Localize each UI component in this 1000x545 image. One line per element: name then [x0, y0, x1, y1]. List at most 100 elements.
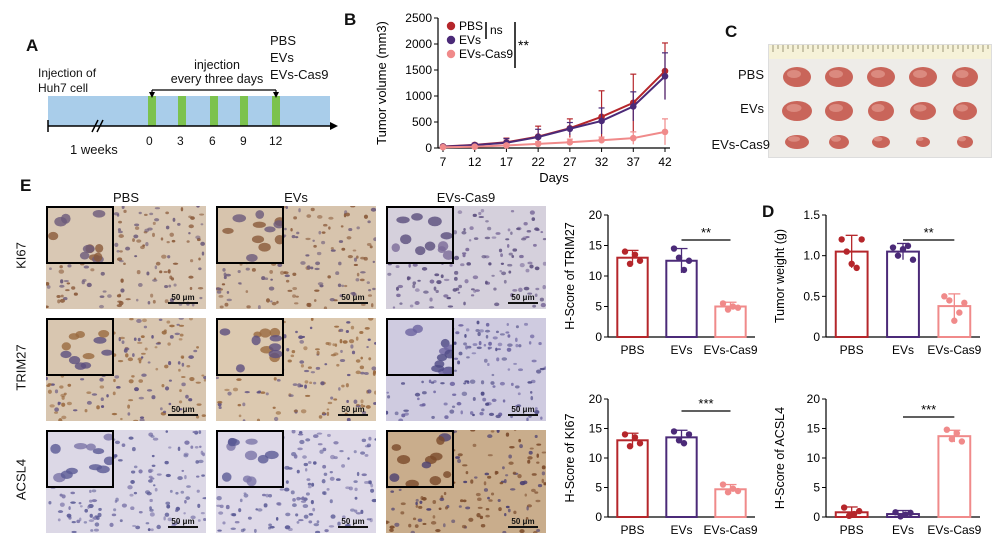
nucleus: [164, 364, 169, 369]
nucleus: [496, 430, 500, 433]
nucleus: [292, 294, 297, 298]
y-tick-label: 1.5: [803, 208, 820, 222]
nucleus: [102, 290, 107, 293]
nucleus: [172, 262, 179, 265]
nucleus: [484, 236, 491, 240]
huh7-label-line2: Huh7 cell: [38, 81, 89, 95]
nucleus: [307, 482, 312, 486]
nucleus: [370, 483, 374, 488]
nucleus: [469, 226, 474, 230]
nucleus: [236, 378, 242, 382]
nucleus: [199, 296, 203, 300]
nucleus: [495, 347, 498, 352]
nucleus: [321, 479, 326, 484]
data-point: [680, 440, 688, 447]
nucleus: [497, 499, 501, 503]
nucleus: [541, 478, 545, 484]
nucleus: [336, 363, 340, 367]
nucleus: [329, 298, 335, 302]
nucleus: [133, 491, 138, 495]
nucleus: [134, 226, 140, 230]
nucleus: [65, 289, 70, 292]
nucleus: [284, 487, 290, 492]
inset-nucleus: [219, 328, 231, 336]
nucleus: [367, 294, 373, 297]
nucleus: [328, 226, 331, 230]
nucleus: [470, 288, 475, 291]
tumor-highlight: [913, 104, 927, 112]
nucleus: [295, 513, 299, 517]
y-axis-label: Tumor weight (g): [773, 229, 787, 323]
nucleus: [138, 396, 145, 400]
nucleus: [195, 381, 201, 384]
data-point: [626, 260, 634, 267]
nucleus: [149, 506, 152, 510]
x-tick-label: 17: [500, 155, 514, 169]
nucleus: [333, 398, 338, 401]
nucleus: [306, 214, 312, 218]
nucleus: [319, 449, 324, 454]
nucleus: [483, 488, 489, 492]
inset-nucleus: [421, 461, 432, 469]
nucleus: [275, 517, 279, 521]
nucleus: [488, 412, 495, 416]
data-point: [724, 489, 732, 496]
nucleus: [494, 470, 498, 475]
nucleus: [46, 305, 49, 309]
nucleus: [536, 453, 539, 458]
nucleus: [203, 379, 206, 382]
nucleus: [172, 217, 176, 222]
nucleus: [190, 216, 195, 220]
nucleus: [117, 359, 124, 363]
nucleus: [470, 294, 475, 297]
nucleus: [347, 255, 353, 259]
nucleus: [186, 240, 190, 243]
nucleus: [167, 255, 171, 259]
nucleus: [439, 497, 445, 502]
nucleus: [242, 419, 246, 421]
inset-nucleus: [79, 251, 90, 260]
nucleus: [366, 443, 372, 448]
y-tick-label: 0: [595, 510, 602, 524]
nucleus: [326, 487, 330, 491]
nucleus: [293, 409, 298, 413]
nucleus: [371, 498, 376, 503]
nucleus: [490, 381, 495, 385]
nucleus: [480, 209, 485, 213]
nucleus: [141, 373, 147, 377]
nucleus: [168, 361, 172, 366]
nucleus: [148, 479, 153, 483]
inset-nucleus: [400, 234, 412, 245]
data-point: [598, 136, 605, 144]
data-point: [845, 512, 853, 520]
nucleus: [285, 512, 291, 517]
nucleus: [155, 261, 161, 266]
nucleus: [322, 447, 327, 452]
inset-nucleus: [246, 253, 258, 262]
nucleus: [492, 385, 496, 388]
nucleus: [527, 261, 533, 265]
nucleus: [96, 405, 100, 410]
nucleus: [125, 246, 131, 251]
nucleus: [529, 210, 535, 215]
nucleus: [59, 385, 64, 389]
data-point: [734, 487, 742, 495]
nucleus: [330, 396, 334, 400]
nucleus: [296, 496, 301, 501]
nucleus: [121, 340, 125, 345]
nucleus: [490, 492, 495, 496]
nucleus: [127, 412, 131, 416]
nucleus: [181, 469, 185, 472]
nucleus: [308, 520, 313, 524]
nucleus: [247, 516, 252, 520]
nucleus: [386, 520, 389, 525]
panel-label-b: B: [344, 10, 357, 29]
nucleus: [530, 390, 533, 394]
data-point: [719, 481, 727, 488]
data-point: [471, 143, 479, 150]
nucleus: [354, 509, 358, 513]
nucleus: [334, 325, 340, 328]
nucleus: [268, 523, 272, 527]
nucleus: [46, 285, 51, 289]
nucleus: [339, 358, 346, 363]
